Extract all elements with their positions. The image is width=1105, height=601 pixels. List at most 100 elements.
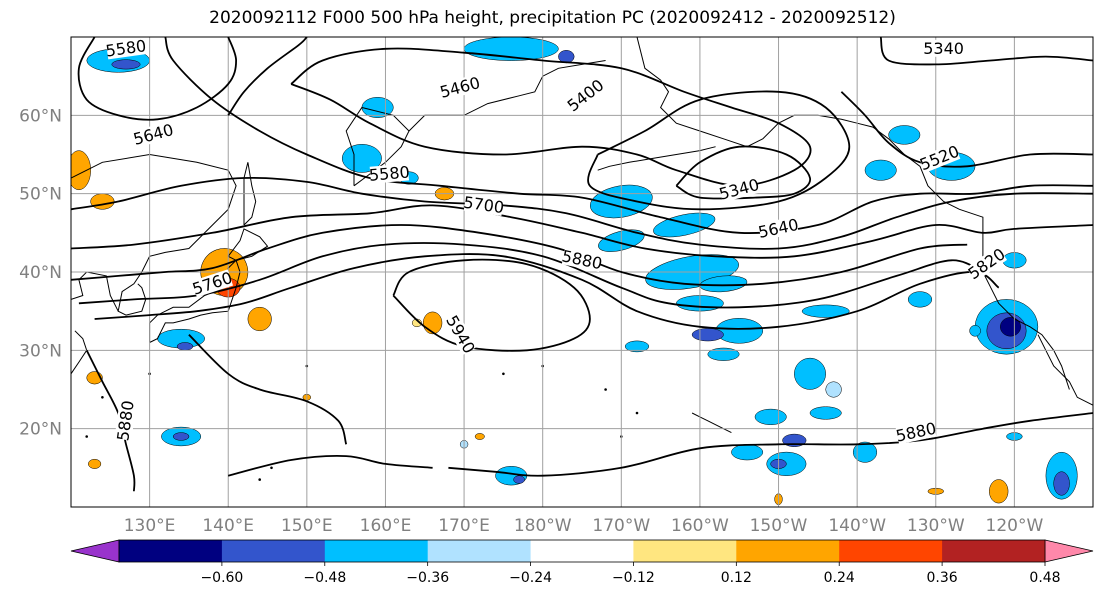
island xyxy=(101,396,104,399)
precip-blob xyxy=(624,340,650,353)
coastline xyxy=(691,412,732,434)
longitude-tick-label: 180°W xyxy=(514,516,572,536)
contour-label-bg xyxy=(439,74,481,101)
height-contour xyxy=(78,242,984,309)
colorbar-tick-label: −0.48 xyxy=(303,570,346,586)
colorbar-segment xyxy=(324,540,429,562)
contour-label-bg xyxy=(565,77,606,114)
precip-blob xyxy=(754,408,787,425)
longitude-tick-label: 170°W xyxy=(592,516,650,536)
contour-label-bg xyxy=(132,121,174,148)
precip-blob xyxy=(969,325,981,337)
precip-blob xyxy=(852,441,878,463)
contour-label-bg xyxy=(561,247,603,273)
colorbar-tick-label: −0.36 xyxy=(406,570,449,586)
contour-label: 5340 xyxy=(923,39,964,58)
precip-blob xyxy=(176,342,194,351)
longitude-tick-label: 160°E xyxy=(360,516,412,536)
precip-blob xyxy=(907,291,933,308)
colorbar-segment xyxy=(119,540,223,562)
precip-blob-positive xyxy=(90,193,115,210)
precip-blob xyxy=(707,347,740,361)
precip-blob-positive xyxy=(71,150,91,191)
contour-label-bg xyxy=(463,193,504,216)
precip-blob xyxy=(691,328,724,342)
precip-blob xyxy=(715,318,764,344)
height-contour xyxy=(71,204,1093,259)
height-contour xyxy=(290,47,812,187)
precip-blob xyxy=(1053,471,1070,496)
map-title: 2020092112 F000 500 hPa height, precipit… xyxy=(209,8,896,28)
colorbar-tick-label: 0.12 xyxy=(721,570,752,586)
colorbar-tick-label: 0.24 xyxy=(824,570,855,586)
precip-blob-positive xyxy=(474,433,485,440)
island xyxy=(635,411,639,415)
gridlines xyxy=(71,37,1093,507)
colorbar-frame xyxy=(118,539,1046,563)
colorbar: −0.60 −0.48 −0.36 −0.24 −0.12 0.12 0.24 0.36 0.4… xyxy=(70,539,1094,586)
longitude-tick-label: 130°W xyxy=(907,516,965,536)
contour-label-bg xyxy=(758,216,799,241)
precip-blob xyxy=(864,159,897,181)
longitude-tick-label: 150°E xyxy=(281,516,333,536)
coastline xyxy=(1037,334,1093,406)
colorbar-tick-label: 0.48 xyxy=(1029,570,1060,586)
island xyxy=(604,388,607,391)
colorbar-segment xyxy=(839,540,943,562)
contour-label-bg xyxy=(718,176,760,203)
longitude-labels: 130°E 140°E 150°E 160°E 170°E 180°W 170°W 160°W… xyxy=(124,516,1044,536)
latitude-tick-label: 30°N xyxy=(19,341,62,361)
precip-blob xyxy=(809,406,842,420)
latitude-tick-label: 40°N xyxy=(19,263,62,283)
colorbar-segment xyxy=(221,540,326,562)
precip-blob xyxy=(341,144,382,173)
contour-label-bg xyxy=(966,245,1008,282)
colorbar-segment xyxy=(942,540,1046,562)
map-frame xyxy=(70,36,1094,508)
height-contour xyxy=(587,90,851,211)
height-contour xyxy=(879,37,1093,66)
longitude-tick-label: 130°E xyxy=(124,516,176,536)
height-contour xyxy=(77,37,238,121)
height-contours xyxy=(71,37,1093,492)
contour-label: 5580 xyxy=(104,36,147,60)
coastline xyxy=(243,162,257,226)
contour-label-bg xyxy=(105,37,146,60)
precip-blob xyxy=(111,59,141,70)
latitude-labels: 20°N 30°N 40°N 50°N 60°N xyxy=(19,106,62,439)
colorbar-segment xyxy=(530,540,634,562)
island xyxy=(258,478,262,481)
contour-label: 5580 xyxy=(368,162,410,184)
colorbar-segment xyxy=(633,540,737,562)
precip-blob xyxy=(1000,317,1021,337)
longitude-tick-label: 160°W xyxy=(671,516,729,536)
height-contour xyxy=(392,258,591,352)
latitude-tick-label: 60°N xyxy=(19,106,62,126)
colorbar-tick-label: 0.36 xyxy=(927,570,958,586)
colorbar-segment xyxy=(427,540,532,562)
contour-label-bg xyxy=(369,163,410,184)
height-contour xyxy=(188,334,348,445)
precip-blob-positive xyxy=(88,458,102,469)
coastline xyxy=(71,153,237,316)
precip-blob xyxy=(888,125,921,145)
longitude-tick-label: 170°E xyxy=(438,516,490,536)
island xyxy=(270,466,273,470)
height-contour xyxy=(227,37,308,116)
contour-label-bg xyxy=(114,400,137,441)
contour-label-bg xyxy=(924,39,963,57)
island xyxy=(85,435,88,438)
colorbar-tick-label: −0.12 xyxy=(612,570,655,586)
precip-blob-positive xyxy=(422,311,443,335)
height-contour xyxy=(164,37,1093,234)
precip-blob xyxy=(794,357,826,390)
contour-label-bg xyxy=(918,142,961,173)
coastline xyxy=(636,37,1070,390)
longitude-tick-label: 140°W xyxy=(828,516,886,536)
longitude-tick-label: 140°E xyxy=(202,516,254,536)
precip-blob xyxy=(825,381,842,398)
precip-blob xyxy=(513,475,525,484)
